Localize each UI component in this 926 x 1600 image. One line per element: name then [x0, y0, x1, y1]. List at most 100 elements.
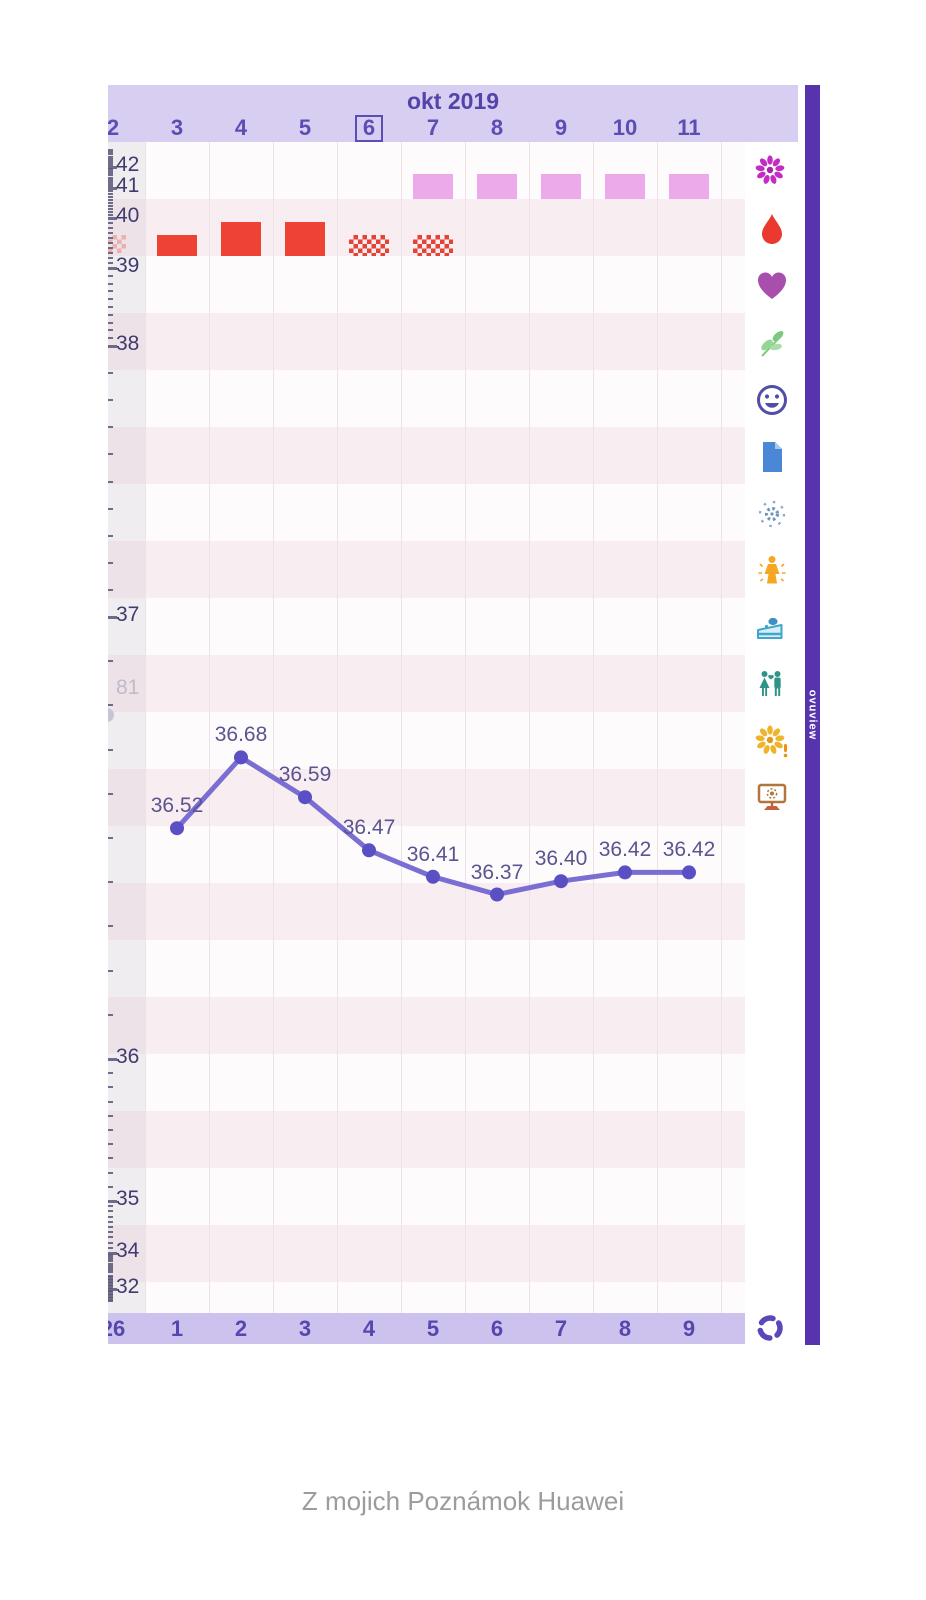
- y-axis-major-tick: [108, 1252, 117, 1255]
- date-label-11[interactable]: 11: [677, 115, 701, 140]
- date-label-5[interactable]: 5: [298, 115, 312, 140]
- y-axis-label: 34: [116, 1239, 140, 1262]
- temp-value-label: 36.59: [278, 763, 332, 787]
- ribbon-label: ovuview: [806, 689, 819, 741]
- flower-magenta-icon[interactable]: [751, 151, 789, 189]
- y-axis-minor-tick: [108, 1276, 113, 1278]
- cycle-day-label-1: 1: [170, 1316, 184, 1341]
- y-axis-minor-tick: [108, 660, 113, 663]
- y-axis-minor-tick: [108, 193, 113, 195]
- blood-drop-icon[interactable]: [751, 208, 789, 246]
- monitor-icon[interactable]: [751, 778, 789, 816]
- y-axis-minor-tick: [108, 262, 113, 264]
- cycle-day-label-9: 9: [682, 1316, 696, 1341]
- cycle-day-label-8: 8: [618, 1316, 632, 1341]
- y-axis-major-tick: [108, 1058, 117, 1061]
- y-axis-minor-tick: [108, 214, 113, 216]
- cycle-day-label-4: 4: [362, 1316, 376, 1341]
- row-stripe: [108, 427, 745, 484]
- temp-value-label: 36.42: [662, 838, 716, 862]
- y-axis-minor-tick: [108, 172, 113, 175]
- mucus-mark: [669, 174, 709, 199]
- y-axis-major-tick: [108, 1200, 117, 1203]
- burst-icon[interactable]: [751, 493, 789, 531]
- y-axis-minor-tick: [108, 149, 113, 152]
- y-axis-label: 39: [116, 254, 140, 277]
- row-stripe: [108, 541, 745, 598]
- y-axis-label: 35: [116, 1187, 140, 1210]
- y-axis-minor-tick: [108, 1264, 113, 1267]
- day-gridline: [273, 142, 274, 1313]
- cycle-day-label-26: 26: [108, 1316, 126, 1341]
- y-axis-major-tick: [108, 217, 117, 220]
- y-axis-major-tick: [108, 187, 117, 190]
- menses-mark: [157, 235, 197, 256]
- y-axis-minor-tick: [108, 534, 113, 537]
- y-axis-minor-tick: [108, 163, 113, 166]
- cycle-refresh-icon[interactable]: [755, 1313, 785, 1343]
- y-axis-minor-tick: [108, 792, 113, 795]
- y-axis-minor-tick: [108, 155, 113, 158]
- row-stripe: [108, 1111, 745, 1168]
- temperature-chart-plot[interactable]: 42 41 40 39 38 37 36 35 34 32 36.52 36.68 36.59 36.47…: [108, 142, 745, 1313]
- y-axis-minor-tick: [108, 202, 113, 204]
- y-axis-minor-tick: [108, 232, 113, 234]
- y-axis-minor-tick: [108, 1292, 113, 1295]
- dates-row: 2 3 4 5 6 7 8 9 10 11: [108, 114, 798, 142]
- y-axis-minor-tick: [108, 1100, 113, 1103]
- calendar-header-band: okt 2019 2 3 4 5 6 7 8 9 10 11: [108, 85, 798, 142]
- y-axis-minor-tick: [108, 372, 113, 375]
- temp-value-label: 36.47: [342, 816, 396, 840]
- y-axis-minor-tick: [108, 306, 113, 308]
- leaves-icon[interactable]: [751, 322, 789, 360]
- date-label-9[interactable]: 9: [554, 115, 568, 140]
- cycle-day-label-6: 6: [490, 1316, 504, 1341]
- day-gridline: [721, 142, 722, 1313]
- y-axis-minor-tick: [108, 211, 113, 213]
- day-gridline: [593, 142, 594, 1313]
- y-axis-minor-tick: [108, 151, 113, 154]
- y-axis-minor-tick: [108, 1283, 113, 1286]
- y-axis-major-tick: [108, 616, 117, 619]
- y-axis-minor-tick: [108, 329, 113, 332]
- y-axis-minor-tick: [108, 1266, 113, 1269]
- date-label-2[interactable]: 2: [108, 115, 120, 140]
- y-axis-minor-tick: [108, 1086, 113, 1089]
- day-gridline: [209, 142, 210, 1313]
- y-axis-minor-tick: [108, 1220, 113, 1223]
- y-axis-minor-tick: [108, 196, 113, 198]
- date-label-7[interactable]: 7: [426, 115, 440, 140]
- temp-value-label: 36.52: [150, 794, 204, 818]
- date-label-6[interactable]: 6: [347, 115, 391, 142]
- row-stripe: [108, 997, 745, 1054]
- woman-icon[interactable]: [751, 550, 789, 588]
- row-stripe: [108, 769, 745, 826]
- date-label-10[interactable]: 10: [612, 115, 638, 140]
- y-axis-minor-tick: [108, 1297, 113, 1299]
- y-axis-minor-tick: [108, 561, 113, 564]
- date-label-8[interactable]: 8: [490, 115, 504, 140]
- y-axis-label: 32: [116, 1275, 140, 1298]
- y-axis-minor-tick: [108, 337, 113, 340]
- y-axis-minor-tick: [108, 157, 113, 160]
- note-icon[interactable]: [751, 436, 789, 474]
- y-axis-minor-tick: [108, 182, 113, 185]
- flower-yellow-icon[interactable]: [751, 721, 789, 759]
- y-axis-minor-tick: [108, 290, 113, 293]
- y-axis-label: 36: [116, 1045, 140, 1068]
- y-axis-minor-tick: [108, 1270, 113, 1273]
- y-axis-minor-tick: [108, 180, 113, 183]
- y-axis-minor-tick: [108, 174, 113, 177]
- y-axis-minor-tick: [108, 1262, 113, 1265]
- smiley-icon[interactable]: [751, 379, 789, 417]
- menses-mark: [349, 235, 389, 256]
- date-label-4[interactable]: 4: [234, 115, 248, 140]
- day-gridline: [465, 142, 466, 1313]
- y-axis-minor-tick: [108, 588, 113, 591]
- y-axis-minor-tick: [108, 1185, 113, 1188]
- heart-icon[interactable]: [751, 265, 789, 303]
- cake-icon[interactable]: [751, 607, 789, 645]
- y-axis-minor-tick: [108, 252, 113, 254]
- couple-icon[interactable]: [751, 664, 789, 702]
- date-label-3[interactable]: 3: [170, 115, 184, 140]
